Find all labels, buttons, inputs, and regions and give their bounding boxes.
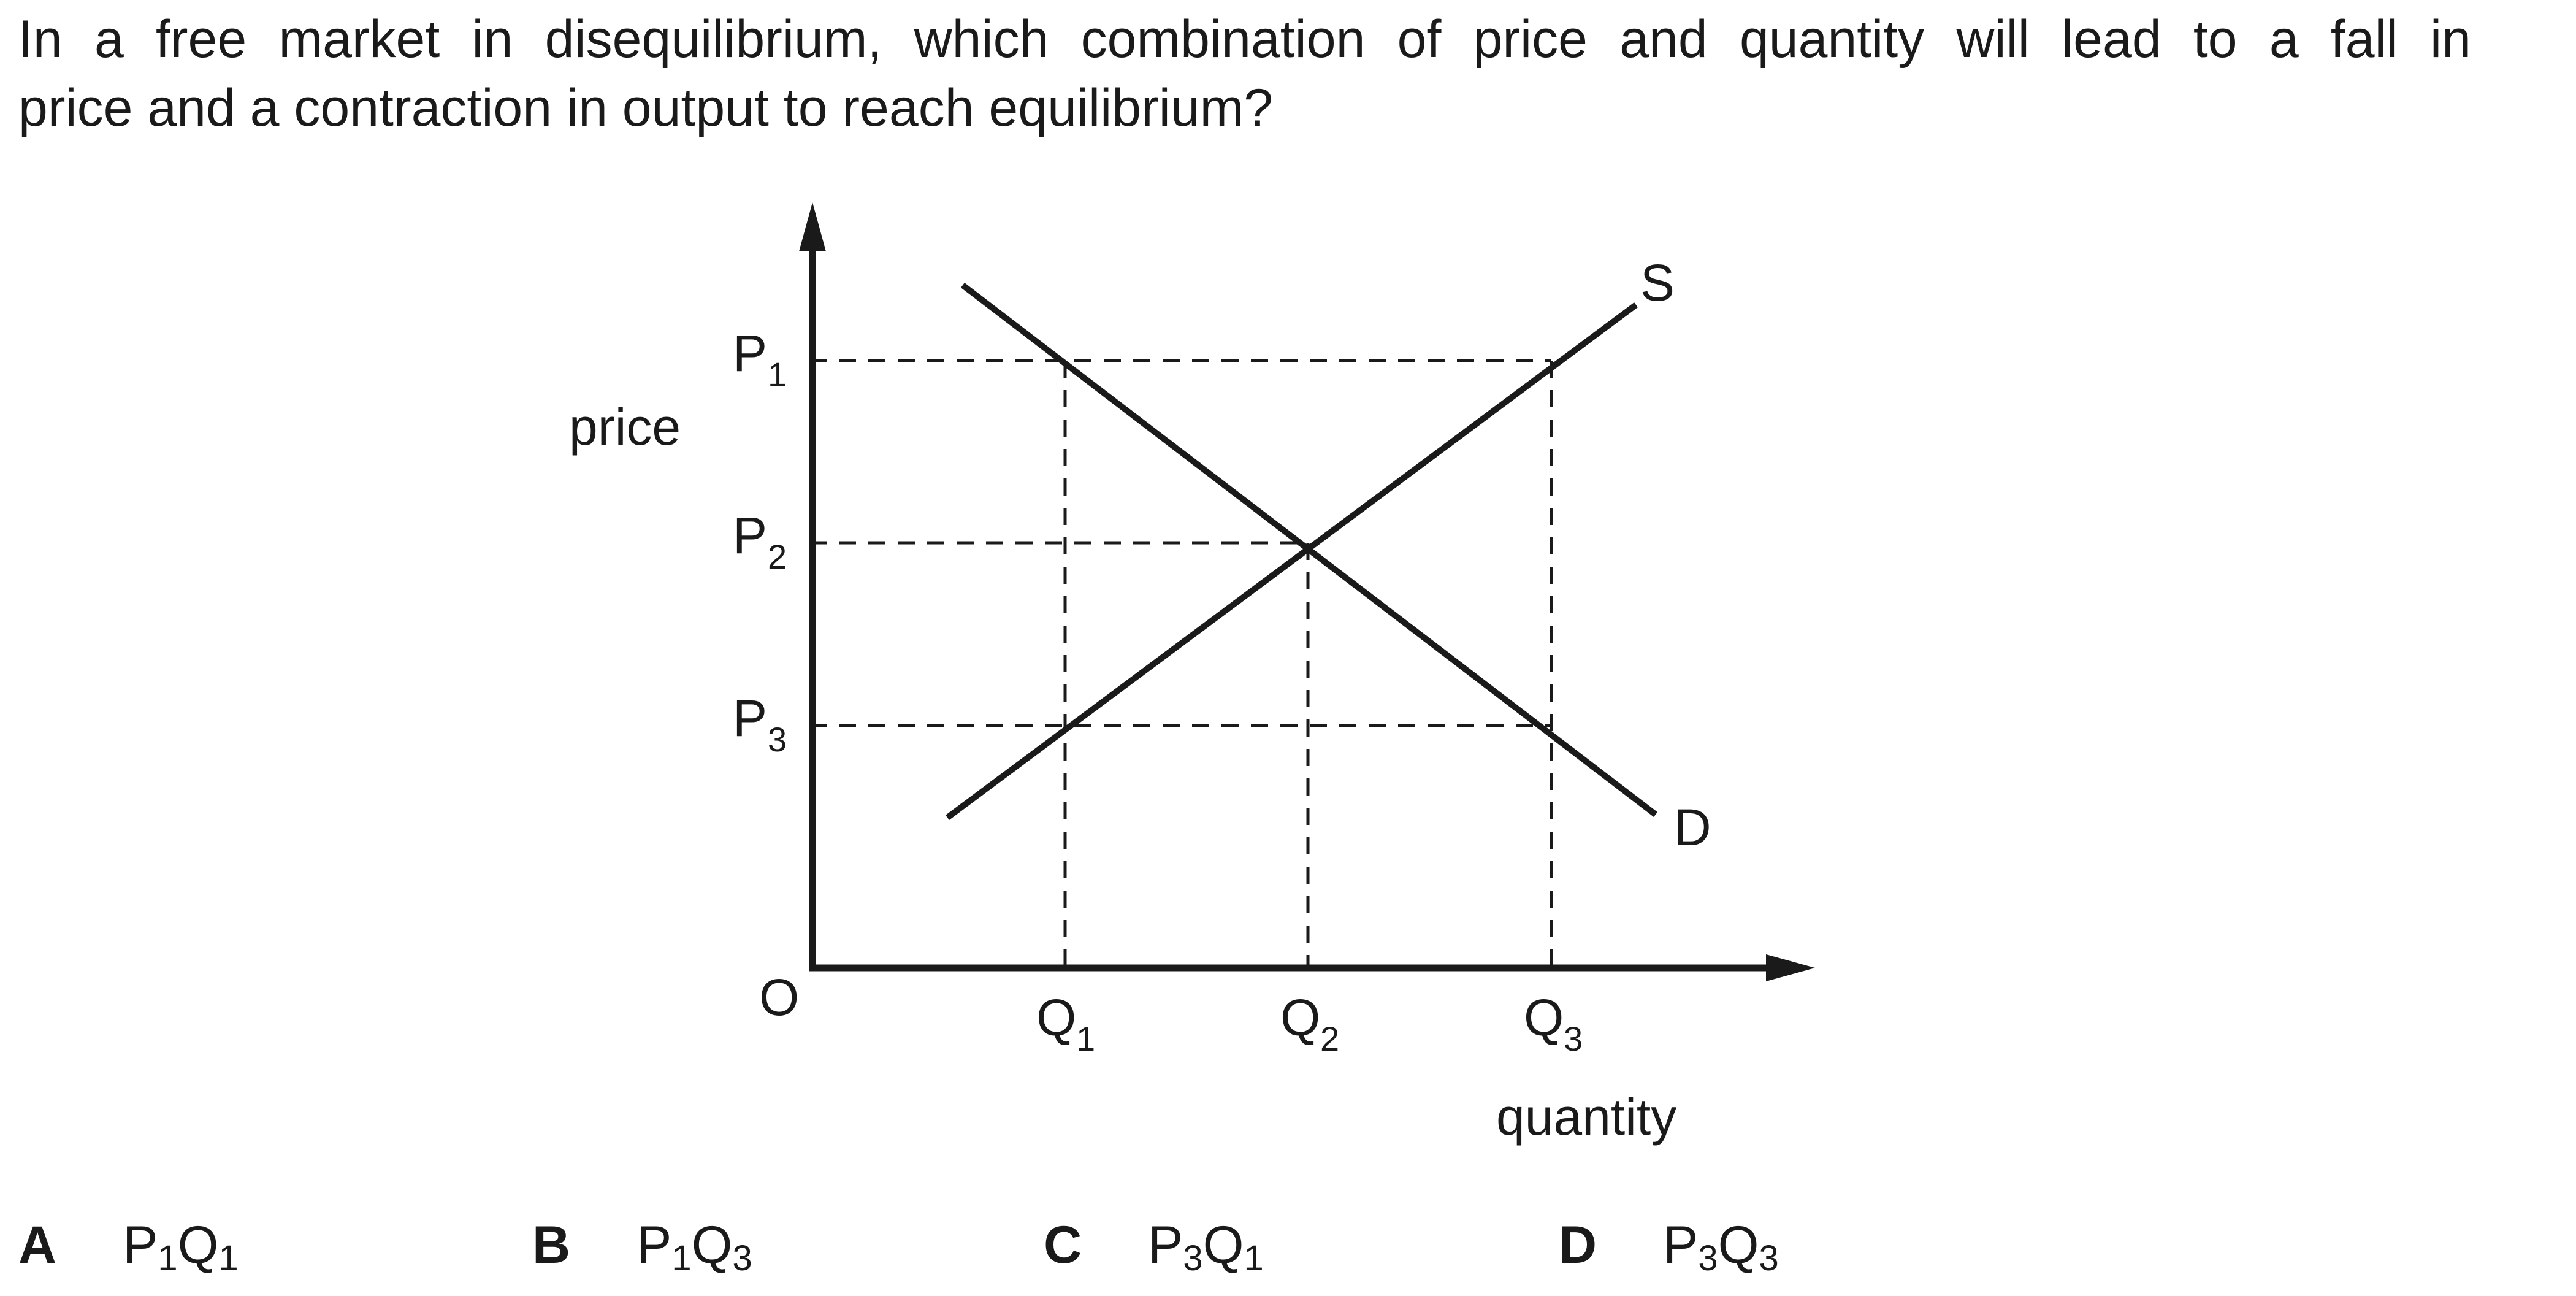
option-c[interactable]: C P3Q1 [1044, 1214, 1264, 1289]
origin-label: O [759, 968, 799, 1026]
p1-label: P [733, 324, 767, 382]
quantity-level-q3: Q 3 [1524, 989, 1583, 1058]
question-text: In a free market in disequilibrium, whic… [18, 5, 2471, 142]
option-b-q-subscript: 3 [732, 1238, 752, 1278]
price-level-p3: P 3 [733, 689, 787, 759]
option-c-p-subscript: 3 [1183, 1238, 1203, 1278]
supply-label: S [1640, 254, 1675, 312]
demand-label: D [1674, 799, 1711, 856]
p2-subscript: 2 [768, 537, 787, 576]
supply-curve [946, 302, 1638, 821]
option-c-q-subscript: 1 [1244, 1238, 1264, 1278]
option-d-p-subscript: 3 [1698, 1238, 1718, 1278]
option-a-letter: A [18, 1216, 57, 1275]
q1-subscript: 1 [1076, 1019, 1095, 1058]
quantity-axis-label: quantity [1496, 1088, 1676, 1146]
option-a-q-subscript: 1 [218, 1238, 239, 1278]
price-axis-arrowhead [799, 202, 826, 251]
option-c-answer: P3Q1 [1148, 1216, 1264, 1278]
p1-subscript: 1 [768, 355, 787, 394]
price-level-p1: P 1 [733, 324, 787, 394]
option-b[interactable]: B P1Q3 [532, 1214, 752, 1289]
quantity-level-q2: Q 2 [1280, 989, 1339, 1058]
p3-label: P [733, 689, 767, 747]
question-line-2: price and a contraction in output to rea… [18, 79, 1274, 137]
q2-label: Q [1280, 989, 1320, 1046]
p2-label: P [733, 507, 767, 564]
option-d[interactable]: D P3Q3 [1559, 1214, 1779, 1289]
option-a[interactable]: A P1Q1 [18, 1214, 239, 1289]
p3-subscript: 3 [768, 720, 787, 759]
option-d-letter: D [1559, 1216, 1597, 1275]
option-b-letter: B [532, 1216, 571, 1275]
question-line-1: In a free market in disequilibrium, whic… [18, 10, 2471, 69]
q3-subscript: 3 [1564, 1019, 1583, 1058]
option-a-answer: P1Q1 [123, 1216, 239, 1278]
quantity-axis-arrowhead [1766, 954, 1815, 981]
option-a-p-subscript: 1 [158, 1238, 178, 1278]
option-b-answer: P1Q3 [636, 1216, 752, 1278]
price-axis-label: price [569, 398, 681, 456]
option-d-answer: P3Q3 [1663, 1216, 1779, 1278]
q1-label: Q [1036, 989, 1076, 1046]
price-level-p2: P 2 [733, 507, 787, 576]
option-c-letter: C [1044, 1216, 1082, 1275]
option-b-p-subscript: 1 [671, 1238, 692, 1278]
option-d-q-subscript: 3 [1759, 1238, 1779, 1278]
quantity-level-q1: Q 1 [1036, 989, 1095, 1058]
q3-label: Q [1524, 989, 1564, 1046]
q2-subscript: 2 [1320, 1019, 1339, 1058]
